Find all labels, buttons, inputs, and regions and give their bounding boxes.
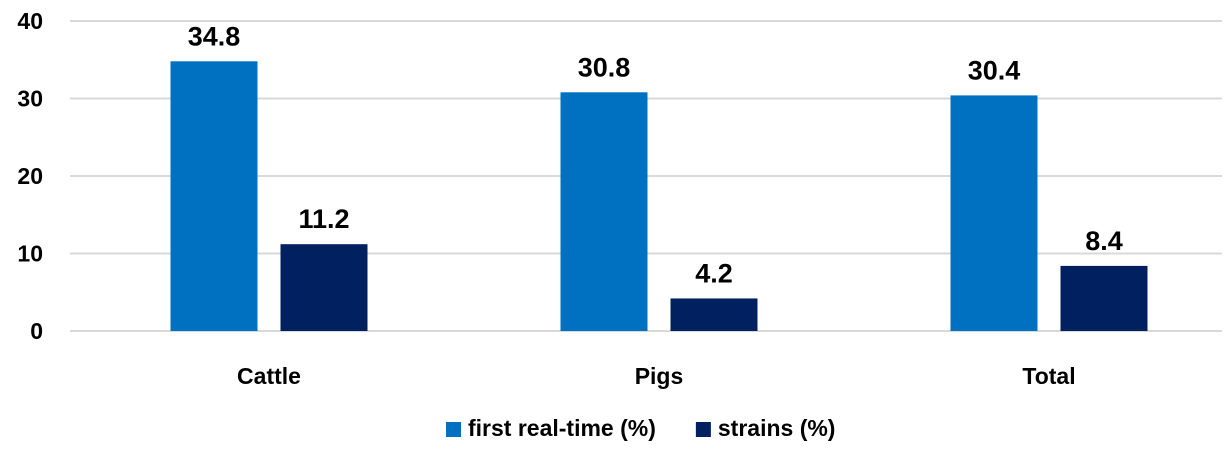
data-label: 30.4 [968, 55, 1021, 85]
legend-label-series-2: strains (%) [718, 415, 836, 441]
legend-swatch-series-1 [446, 422, 461, 437]
bar-cattle-series-1 [170, 61, 258, 332]
data-label: 8.4 [1085, 226, 1123, 256]
data-labels: 34.8 30.8 30.4 11.2 4.2 8.4 [188, 21, 1123, 288]
y-tick-label: 0 [30, 318, 43, 344]
category-label-total: Total [1022, 363, 1075, 389]
y-tick-label: 30 [17, 86, 43, 112]
bars [170, 61, 1148, 332]
category-label-pigs: Pigs [635, 363, 684, 389]
y-tick-label: 20 [17, 163, 43, 189]
data-label: 4.2 [695, 258, 733, 288]
data-label: 30.8 [578, 52, 631, 82]
y-tick-label: 40 [17, 8, 43, 34]
legend-swatch-series-2 [695, 422, 711, 437]
data-label: 11.2 [298, 204, 349, 234]
bar-pigs-series-1 [560, 92, 648, 331]
bar-total-series-2 [1060, 265, 1148, 331]
category-label-cattle: Cattle [237, 363, 301, 389]
data-label: 34.8 [188, 21, 241, 51]
y-tick-label: 10 [17, 241, 43, 267]
bar-pigs-series-2 [670, 298, 758, 331]
bar-cattle-series-2 [280, 244, 368, 331]
y-axis-tick-labels: 0 10 20 30 40 [17, 8, 43, 344]
legend-label-series-1: first real-time (%) [468, 415, 656, 441]
x-axis-category-labels: Cattle Pigs Total [237, 363, 1076, 389]
bar-total-series-1 [950, 95, 1038, 332]
legend: first real-time (%) strains (%) [446, 415, 835, 441]
